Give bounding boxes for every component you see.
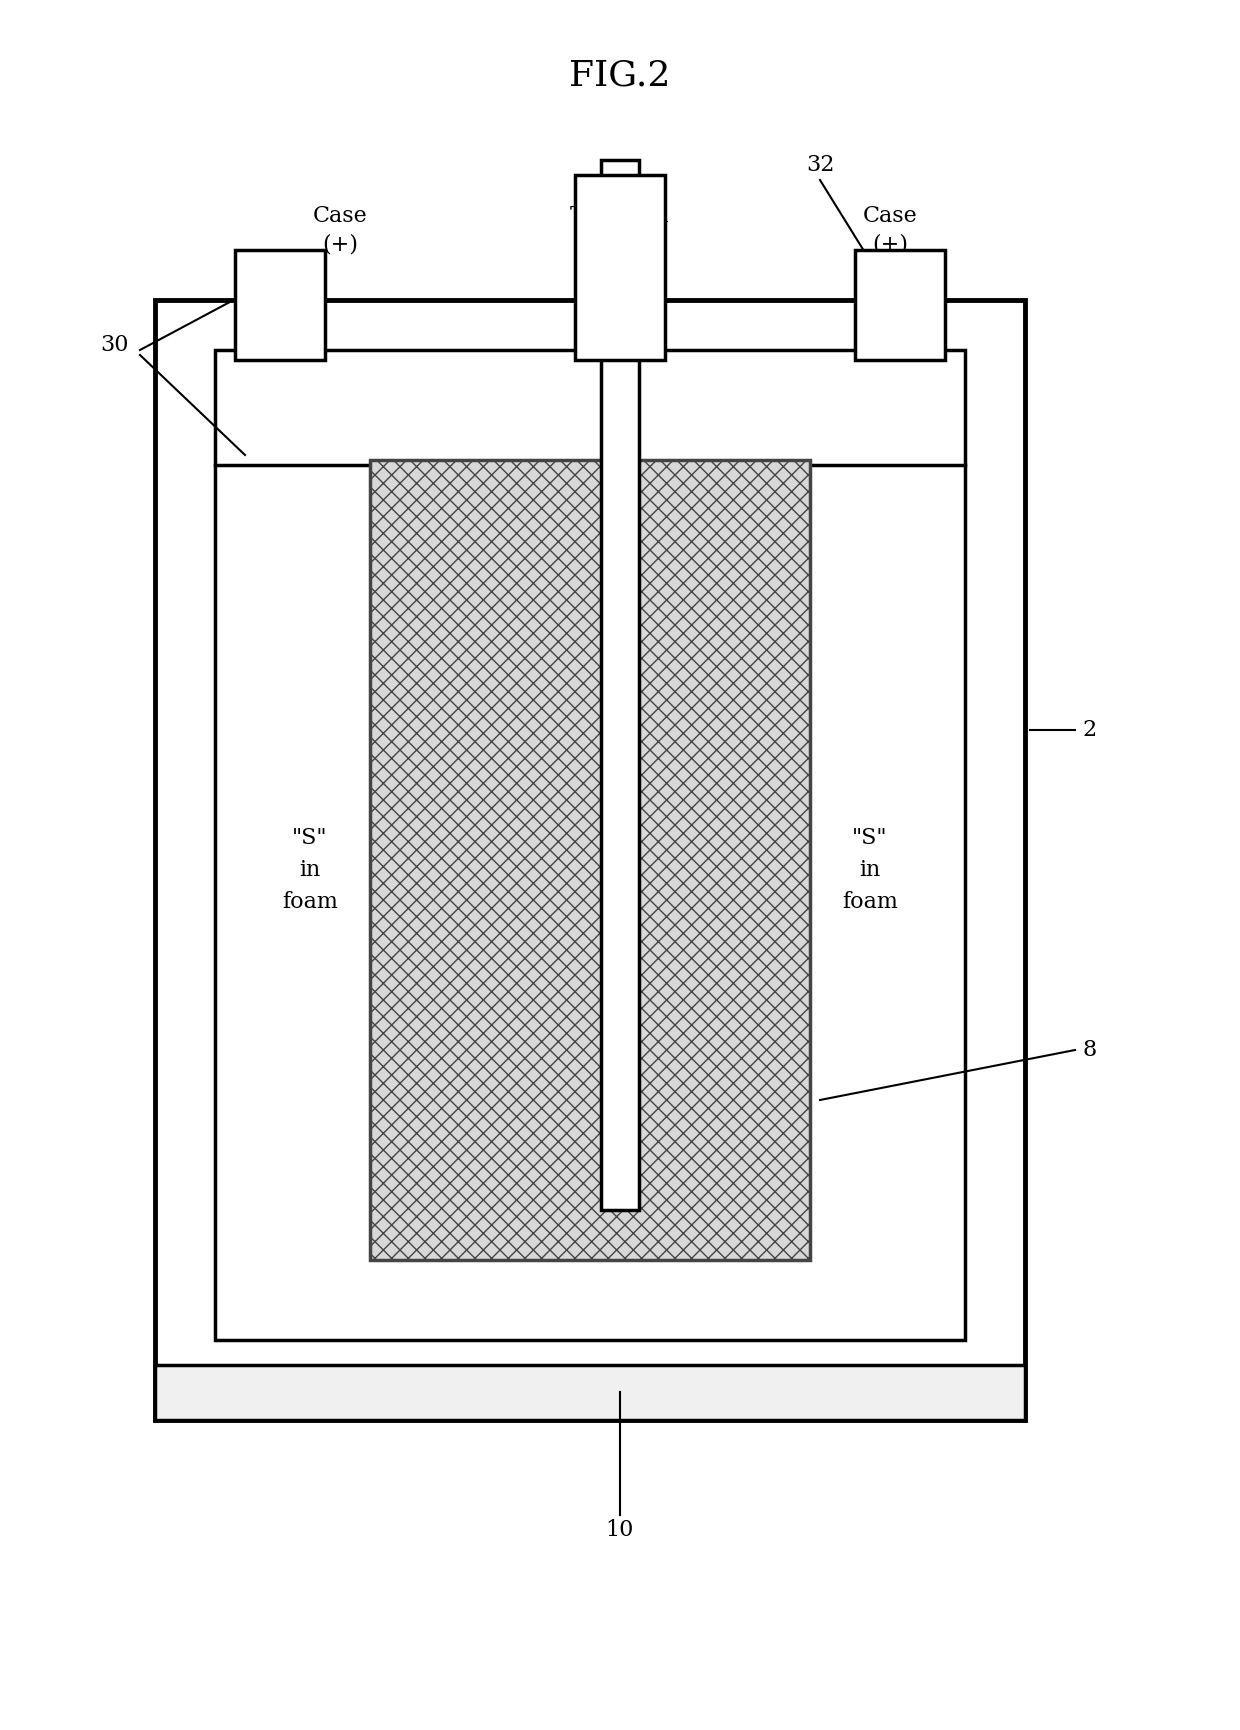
- Text: "S"
in
foam: "S" in foam: [281, 827, 339, 913]
- Text: 10: 10: [606, 1519, 634, 1541]
- Text: "S"
in
foam: "S" in foam: [842, 827, 898, 913]
- Text: 8: 8: [1083, 1040, 1097, 1060]
- Text: Terminal
(-): Terminal (-): [570, 204, 670, 256]
- Bar: [236, 251, 325, 360]
- Bar: [215, 349, 965, 1341]
- Text: Case
(+): Case (+): [312, 204, 367, 256]
- Bar: [601, 159, 639, 1209]
- Bar: [856, 251, 945, 360]
- Text: Case
(+): Case (+): [863, 204, 918, 256]
- Bar: [370, 460, 810, 1259]
- Bar: [155, 1365, 1025, 1420]
- Bar: [155, 299, 1025, 1420]
- Text: 32: 32: [806, 154, 835, 176]
- Bar: [575, 175, 665, 360]
- Text: "Li"
in
foam: "Li" in foam: [562, 827, 618, 913]
- Text: 30: 30: [100, 334, 129, 356]
- Text: FIG.2: FIG.2: [569, 59, 671, 92]
- Text: 2: 2: [1083, 720, 1097, 740]
